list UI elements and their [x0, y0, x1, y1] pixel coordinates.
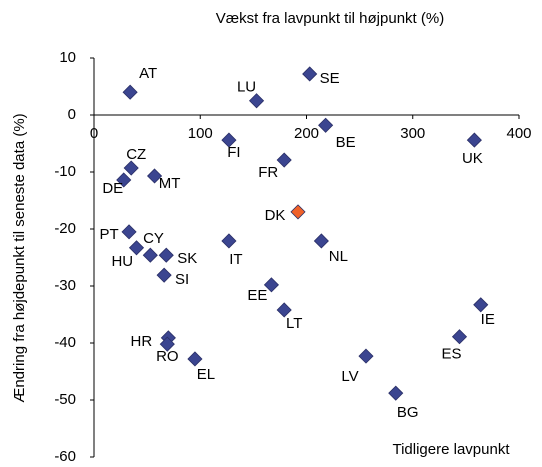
y-tick-label: -10: [54, 163, 76, 180]
point-label: IE: [481, 311, 495, 328]
point: [248, 93, 265, 109]
point: [358, 348, 374, 364]
point-label: EE: [247, 287, 267, 304]
point-label: UK: [462, 150, 483, 167]
y-tick-label: -30: [54, 277, 76, 294]
point: [388, 385, 404, 401]
point-label: FR: [258, 164, 278, 181]
point-label: CY: [143, 230, 164, 247]
point: [123, 160, 139, 176]
x-tick-label: 300: [400, 125, 425, 142]
point-label: SK: [177, 250, 197, 267]
point: [302, 66, 318, 82]
point-label: BE: [336, 134, 356, 151]
x-tick-label: 400: [506, 125, 531, 142]
y-tick-label: 10: [59, 49, 76, 66]
point-label: SE: [320, 70, 340, 87]
point: [276, 152, 292, 168]
point-label: AT: [139, 65, 157, 82]
y-tick-label: -50: [54, 391, 76, 408]
point: [146, 168, 163, 184]
point-label: LU: [237, 79, 256, 96]
point: [128, 240, 145, 256]
point-label: ES: [441, 346, 461, 363]
point: [451, 329, 468, 345]
point-label: HU: [111, 253, 133, 270]
point-label: LT: [286, 315, 302, 332]
point-label: DE: [102, 180, 123, 197]
x-tick-label: 0: [90, 125, 98, 142]
point: [116, 172, 132, 188]
point-label: NL: [329, 248, 348, 265]
y-tick-label: -40: [54, 334, 76, 351]
point: [156, 267, 172, 283]
x-axis-title: Vækst fra lavpunkt til højpunkt (%): [216, 10, 444, 27]
point: [142, 247, 158, 263]
point: [187, 351, 203, 367]
point-label: DK: [265, 207, 286, 224]
point: [276, 302, 292, 318]
point-label: IT: [229, 251, 242, 268]
y-tick-label: -60: [54, 448, 76, 465]
y-tick-label: -20: [54, 220, 76, 237]
point: [121, 224, 137, 240]
y-tick-label: 0: [68, 106, 76, 123]
point-label: EL: [197, 366, 215, 383]
point: [466, 132, 482, 148]
y-axis-title: Ændring fra højdepunkt til seneste data …: [11, 113, 28, 402]
point-label: BG: [397, 404, 419, 421]
point-label: MT: [159, 175, 181, 192]
point: [263, 277, 280, 293]
point-label: RO: [156, 348, 179, 365]
point: [158, 247, 174, 263]
point: [318, 117, 334, 133]
x-tick-label: 100: [188, 125, 213, 142]
point: [159, 336, 175, 352]
point: [221, 233, 237, 249]
annotation: Tidligere lavpunkt: [392, 441, 510, 458]
point-label: LV: [341, 368, 358, 385]
point: [122, 84, 138, 100]
point-label: SI: [175, 271, 189, 288]
point: [313, 233, 329, 249]
point-label: HR: [131, 333, 153, 350]
point-label: PT: [99, 226, 118, 243]
point: [221, 132, 237, 148]
point-label: CZ: [126, 146, 146, 163]
point: [473, 297, 489, 313]
point: [290, 204, 306, 220]
x-tick-label: 200: [294, 125, 319, 142]
point-label: FI: [227, 144, 240, 161]
